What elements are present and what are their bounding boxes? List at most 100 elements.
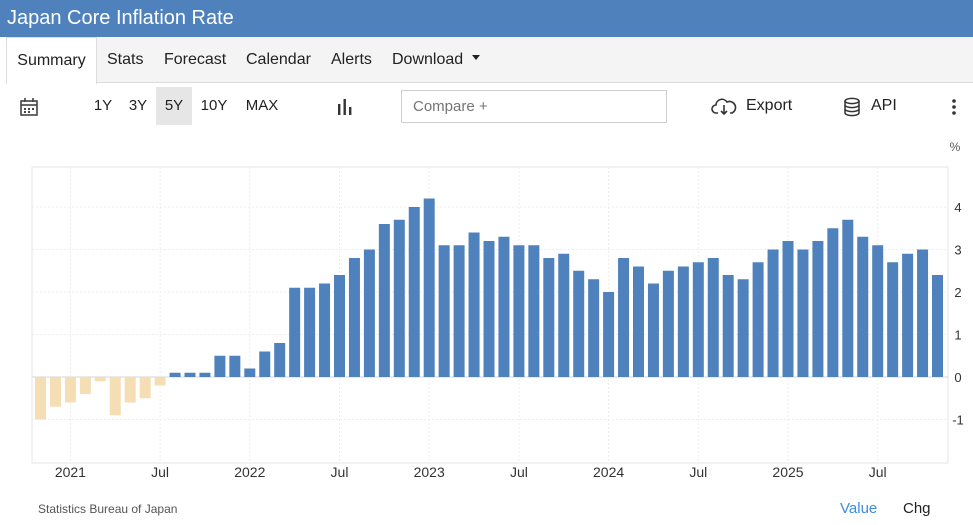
bar-2024-01[interactable]	[603, 292, 615, 377]
tab-alerts[interactable]: Alerts	[331, 51, 372, 68]
bar-2023-04[interactable]	[468, 232, 480, 378]
bar-2024-03[interactable]	[633, 266, 644, 378]
bar-2025-07[interactable]	[872, 245, 884, 377]
bar-2021-10[interactable]	[199, 372, 211, 377]
x-tick-label: Jul	[510, 464, 528, 480]
bar-2023-11[interactable]	[573, 270, 585, 377]
bar-2024-02[interactable]	[618, 258, 630, 377]
bar-2021-12[interactable]	[229, 355, 241, 377]
bar-2024-11[interactable]	[752, 262, 764, 377]
calendar-icon	[20, 98, 38, 116]
bar-2024-07[interactable]	[692, 262, 704, 377]
bar-2021-01[interactable]	[64, 377, 76, 403]
chevron-down-icon	[472, 55, 481, 61]
range-10y-button[interactable]: 10Y	[200, 97, 228, 114]
bar-2023-06[interactable]	[498, 236, 510, 377]
y-tick-label: -1	[952, 413, 964, 428]
bar-2023-03[interactable]	[453, 245, 465, 377]
tab-forecast[interactable]: Forecast	[164, 51, 227, 68]
bar-2023-10[interactable]	[558, 253, 570, 377]
bar-2022-01[interactable]	[244, 368, 256, 378]
bar-2024-12[interactable]	[767, 249, 779, 378]
x-axis: 2021 Jul 2022 Jul 2023 Jul 2024 Jul 2025 Jul	[55, 464, 887, 480]
tab-download[interactable]: Download	[392, 37, 481, 82]
tab-calendar[interactable]: Calendar	[246, 51, 311, 68]
tab-summary[interactable]: Summary	[6, 37, 97, 84]
bar-2024-08[interactable]	[707, 258, 719, 377]
compare-input[interactable]	[401, 90, 667, 123]
chart-type-button[interactable]	[334, 87, 356, 125]
bar-2021-04[interactable]	[109, 377, 121, 416]
bar-2024-09[interactable]	[722, 275, 734, 377]
range-3y-button[interactable]: 3Y	[128, 97, 148, 114]
tab-download-label: Download	[392, 51, 464, 68]
tab-stats[interactable]: Stats	[107, 51, 144, 68]
bar-2025-09[interactable]	[902, 253, 914, 377]
y-tick-label: 4	[954, 200, 961, 215]
bar-2023-07[interactable]	[513, 245, 525, 377]
bar-2020-11[interactable]	[35, 377, 46, 420]
bar-2020-12[interactable]	[49, 377, 61, 407]
bar-2021-07[interactable]	[154, 377, 166, 386]
bar-2021-02[interactable]	[79, 377, 91, 394]
range-max-button[interactable]: MAX	[245, 97, 279, 114]
bar-2023-09[interactable]	[543, 258, 555, 377]
bar-2022-12[interactable]	[408, 207, 420, 377]
more-vertical-icon	[952, 99, 956, 115]
calendar-button[interactable]	[18, 87, 40, 125]
bar-2021-08[interactable]	[169, 372, 181, 377]
export-button[interactable]: Export	[711, 87, 801, 125]
bar-2023-08[interactable]	[528, 245, 540, 377]
bar-2025-04[interactable]	[827, 228, 839, 377]
bar-2025-03[interactable]	[812, 241, 824, 377]
bar-2025-11[interactable]	[932, 275, 943, 377]
value-toggle[interactable]: Value	[840, 500, 878, 517]
bar-2025-05[interactable]	[842, 219, 854, 377]
plot-area-border	[31, 166, 949, 464]
bar-2022-09[interactable]	[363, 249, 375, 378]
title-bar: Japan Core Inflation Rate	[0, 0, 973, 37]
bar-2025-01[interactable]	[782, 241, 794, 377]
chg-toggle[interactable]: Chg	[903, 500, 931, 517]
bar-2021-05[interactable]	[124, 377, 136, 403]
bar-2021-09[interactable]	[184, 372, 196, 377]
bar-2024-06[interactable]	[677, 266, 689, 378]
more-options-button[interactable]	[946, 87, 962, 125]
bar-2021-06[interactable]	[139, 377, 151, 399]
bar-chart-icon	[338, 99, 352, 115]
bar-2024-05[interactable]	[662, 270, 674, 377]
bar-2022-02[interactable]	[259, 351, 271, 378]
bar-2022-04[interactable]	[289, 287, 301, 377]
bar-2022-05[interactable]	[304, 287, 316, 377]
api-button[interactable]: API	[842, 87, 902, 125]
cloud-download-icon	[711, 98, 737, 116]
bar-2022-11[interactable]	[393, 219, 405, 377]
bar-2022-10[interactable]	[378, 224, 390, 377]
bar-2025-06[interactable]	[857, 236, 869, 377]
bar-2025-08[interactable]	[887, 262, 899, 377]
range-5y-button[interactable]: 5Y	[156, 87, 192, 125]
y-tick-label: 3	[954, 243, 961, 258]
bar-2025-10[interactable]	[917, 249, 929, 378]
chart-bars	[35, 198, 943, 420]
bar-2024-10[interactable]	[737, 279, 749, 377]
bar-2022-08[interactable]	[348, 258, 360, 377]
x-tick-label: 2021	[55, 464, 86, 480]
x-tick-label: Jul	[869, 464, 887, 480]
bar-2023-01[interactable]	[423, 198, 435, 378]
bar-2022-06[interactable]	[319, 283, 331, 378]
bar-2023-02[interactable]	[438, 245, 450, 377]
export-label: Export	[746, 97, 793, 114]
bar-2024-04[interactable]	[647, 283, 659, 378]
bar-2021-11[interactable]	[214, 355, 226, 377]
bar-2025-02[interactable]	[797, 249, 809, 378]
bar-2023-12[interactable]	[588, 279, 600, 377]
bar-2022-03[interactable]	[274, 343, 286, 377]
bar-2021-03[interactable]	[94, 377, 106, 382]
x-tick-label: Jul	[151, 464, 169, 480]
range-1y-button[interactable]: 1Y	[93, 97, 113, 114]
bar-2022-07[interactable]	[334, 275, 345, 377]
source-label: Statistics Bureau of Japan	[38, 502, 178, 516]
bar-2023-05[interactable]	[483, 241, 495, 377]
